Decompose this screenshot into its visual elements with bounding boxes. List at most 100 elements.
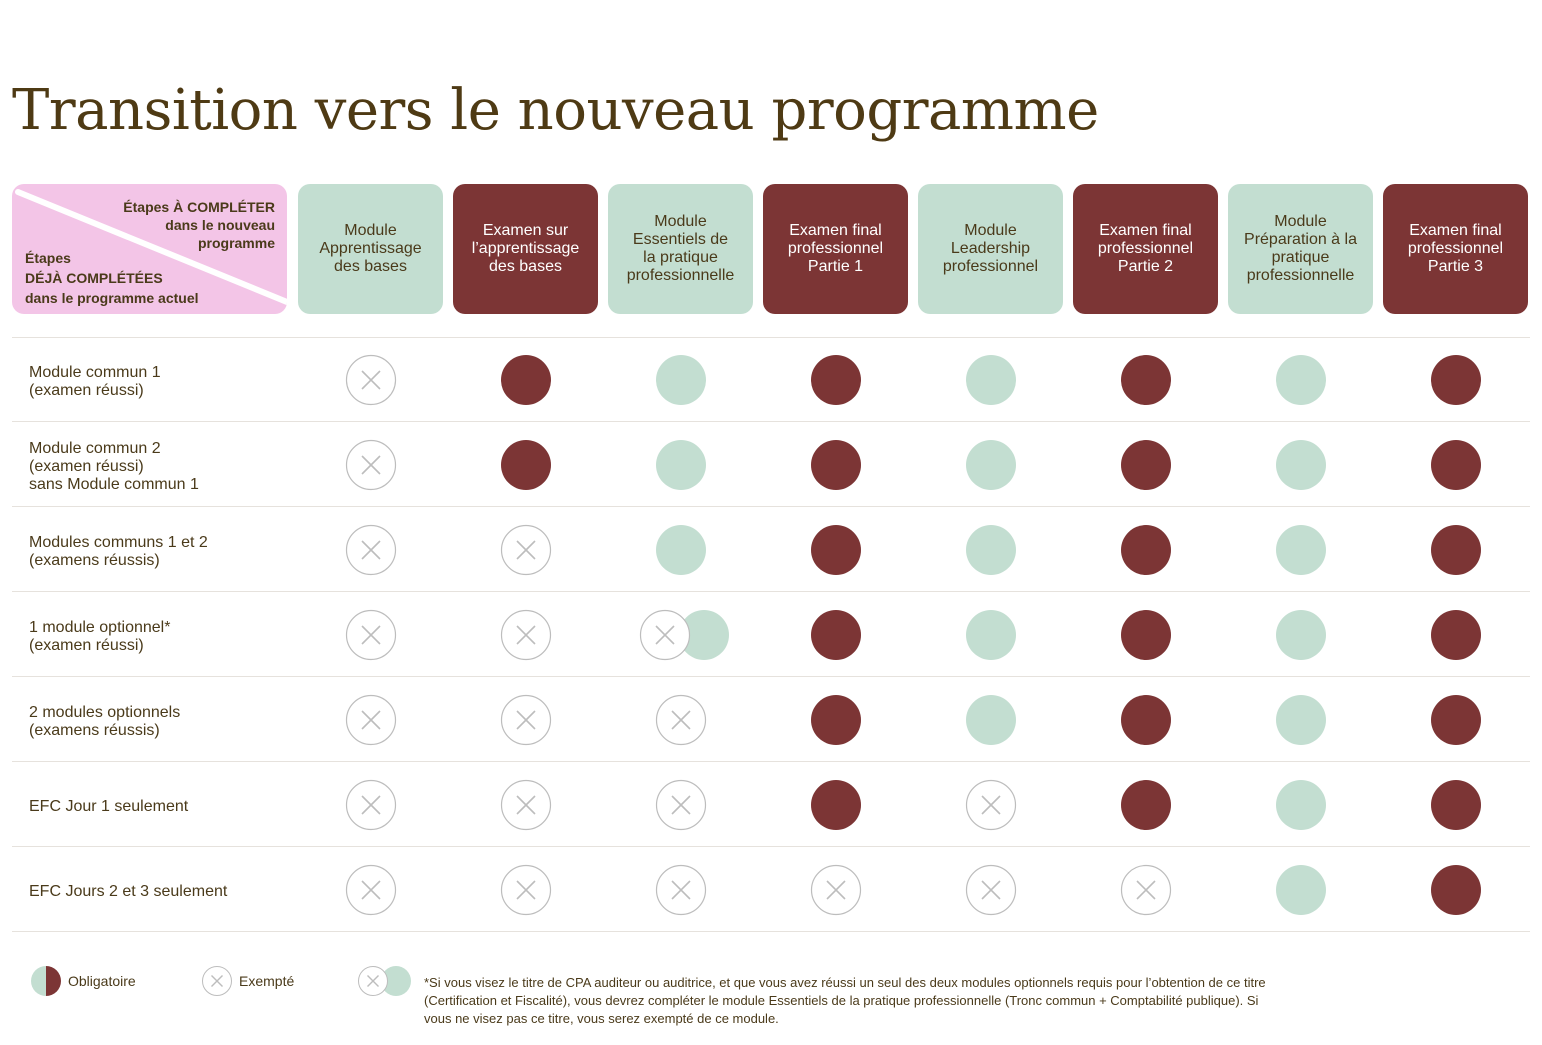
row-divider: [12, 931, 1530, 932]
status-exempt-icon: [965, 864, 1017, 916]
column-header-2: Examen sur l’apprentissage des bases: [453, 184, 598, 314]
status-required-icon: [1275, 609, 1327, 661]
legend-required: Obligatoire: [30, 964, 136, 998]
row-divider: [12, 761, 1530, 762]
column-header-3: Module Essentiels de la pratique profession…: [608, 184, 753, 314]
legend-required-label: Obligatoire: [68, 973, 136, 989]
status-required-icon: [1120, 439, 1172, 491]
status-required-icon: [655, 354, 707, 406]
status-required-icon: [655, 524, 707, 576]
status-exempt-icon: [500, 779, 552, 831]
status-required-icon: [1430, 354, 1482, 406]
status-required-icon: [1430, 694, 1482, 746]
status-required-icon: [1430, 439, 1482, 491]
status-exempt-icon: [345, 779, 397, 831]
status-conditional-icon: [639, 609, 731, 661]
legend-exempt-label: Exempté: [239, 973, 295, 989]
status-required-icon: [965, 439, 1017, 491]
status-required-icon: [1120, 694, 1172, 746]
status-exempt-icon: [655, 864, 707, 916]
matrix-corner-header: Étapes À COMPLÉTER dans le nouveau program…: [12, 184, 287, 314]
column-header-6: Examen final professionnel Partie 2: [1073, 184, 1218, 314]
status-required-icon: [655, 439, 707, 491]
status-required-icon: [810, 779, 862, 831]
status-exempt-icon: [345, 694, 397, 746]
status-required-icon: [500, 439, 552, 491]
row-label: 2 modules optionnels (examens réussis): [29, 703, 181, 739]
row-label: EFC Jours 2 et 3 seulement: [29, 882, 228, 900]
status-exempt-icon: [345, 609, 397, 661]
status-required-icon: [500, 354, 552, 406]
column-header-label: Module Essentiels de la pratique profession…: [626, 213, 735, 284]
footnote: *Si vous visez le titre de CPA auditeur …: [424, 975, 1266, 1026]
conditional-icon: [358, 966, 411, 996]
status-exempt-icon: [965, 779, 1017, 831]
row-label: Modules communs 1 et 2 (examens réussis): [29, 533, 208, 569]
column-header-label: Module Leadership professionnel: [942, 222, 1039, 275]
status-required-icon: [1120, 779, 1172, 831]
row-divider: [12, 337, 1530, 338]
row-divider: [12, 846, 1530, 847]
status-exempt-icon: [345, 864, 397, 916]
column-header-label: Examen sur l’apprentissage des bases: [471, 222, 580, 275]
status-exempt-icon: [500, 609, 552, 661]
column-header-8: Examen final professionnel Partie 3: [1383, 184, 1528, 314]
column-header-5: Module Leadership professionnel: [918, 184, 1063, 314]
row-label: EFC Jour 1 seulement: [29, 797, 189, 815]
status-exempt-icon: [1120, 864, 1172, 916]
status-required-icon: [1275, 864, 1327, 916]
column-header-4: Examen final professionnel Partie 1: [763, 184, 908, 314]
corner-bottom-label: Étapes DÉJÀ COMPLÉTÉES dans le programme a…: [25, 250, 199, 306]
column-header-label: Examen final professionnel Partie 2: [1097, 222, 1194, 275]
corner-diagonal: [15, 189, 287, 306]
status-required-icon: [1120, 524, 1172, 576]
status-exempt-icon: [345, 439, 397, 491]
column-header-label: Module Apprentissage des bases: [319, 222, 422, 275]
status-required-icon: [1275, 779, 1327, 831]
page-title: Transition vers le nouveau programme: [12, 78, 1099, 143]
status-required-icon: [965, 524, 1017, 576]
status-exempt-icon: [655, 779, 707, 831]
status-required-icon: [810, 439, 862, 491]
status-required-icon: [810, 694, 862, 746]
column-header-1: Module Apprentissage des bases: [298, 184, 443, 314]
column-header-7: Module Préparation à la pratique profession…: [1228, 184, 1373, 314]
row-label: Module commun 1 (examen réussi): [29, 363, 161, 399]
row-label: 1 module optionnel* (examen réussi): [29, 618, 171, 654]
status-required-icon: [1430, 524, 1482, 576]
status-exempt-icon: [345, 354, 397, 406]
status-exempt-icon: [500, 524, 552, 576]
status-required-icon: [965, 354, 1017, 406]
status-required-icon: [1275, 439, 1327, 491]
row-divider: [12, 591, 1530, 592]
row-divider: [12, 421, 1530, 422]
column-header-label: Examen final professionnel Partie 3: [1407, 222, 1504, 275]
column-header-label: Examen final professionnel Partie 1: [787, 222, 884, 275]
status-required-icon: [1120, 609, 1172, 661]
status-exempt-icon: [500, 694, 552, 746]
legend-conditional: [357, 964, 413, 998]
status-required-icon: [1275, 694, 1327, 746]
row-divider: [12, 506, 1530, 507]
status-required-icon: [810, 524, 862, 576]
status-required-icon: [1430, 864, 1482, 916]
exempt-icon: [202, 966, 232, 996]
row-divider: [12, 676, 1530, 677]
status-exempt-icon: [810, 864, 862, 916]
status-required-icon: [810, 609, 862, 661]
status-required-icon: [965, 609, 1017, 661]
status-required-icon: [1275, 354, 1327, 406]
row-label: Module commun 2 (examen réussi) sans Modul…: [29, 439, 199, 493]
status-required-icon: [965, 694, 1017, 746]
status-exempt-icon: [500, 864, 552, 916]
column-header-label: Module Préparation à la pratique profession…: [1244, 213, 1357, 284]
status-required-icon: [810, 354, 862, 406]
legend-exempt: Exempté: [201, 964, 294, 998]
status-required-icon: [1120, 354, 1172, 406]
corner-top-label: Étapes À COMPLÉTER dans le nouveau program…: [123, 199, 275, 251]
status-exempt-icon: [655, 694, 707, 746]
status-required-icon: [1275, 524, 1327, 576]
status-required-icon: [1430, 779, 1482, 831]
status-required-icon: [1430, 609, 1482, 661]
status-exempt-icon: [345, 524, 397, 576]
